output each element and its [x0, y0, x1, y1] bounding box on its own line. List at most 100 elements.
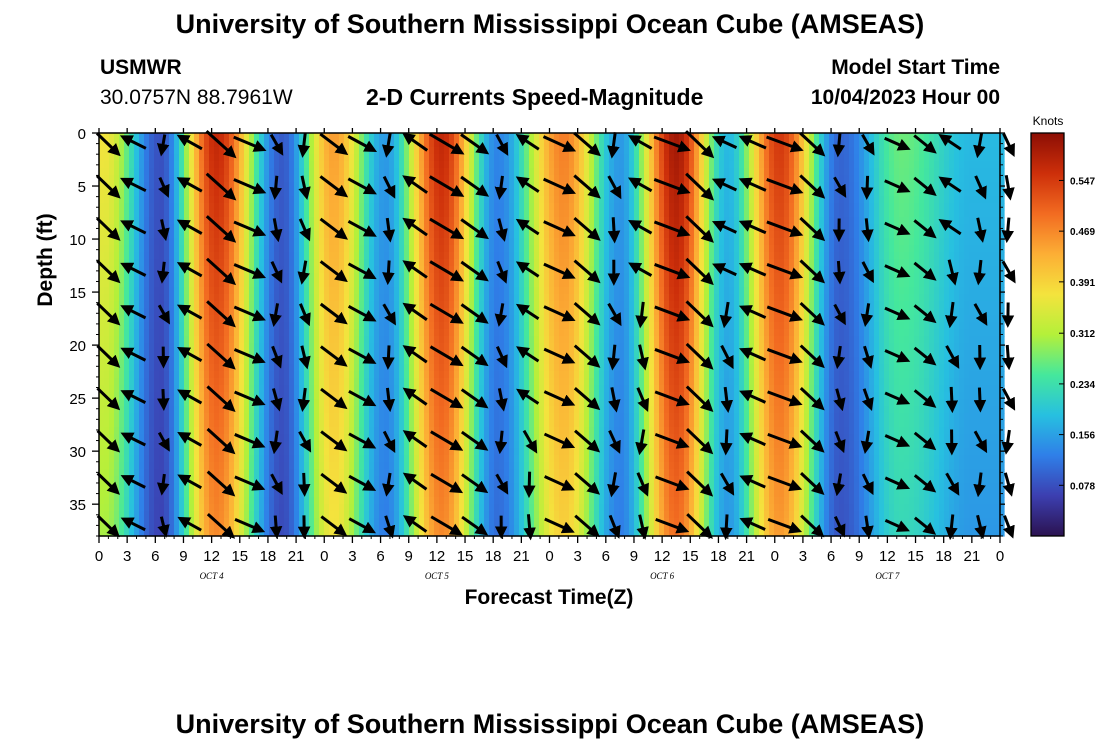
heat-cell: [239, 343, 245, 351]
heat-cell: [469, 504, 475, 512]
heat-cell: [209, 413, 215, 421]
heat-cell: [449, 378, 455, 386]
heat-cell: [429, 140, 435, 148]
heat-cell: [309, 196, 315, 204]
heat-cell: [279, 385, 285, 393]
heat-cell: [279, 259, 285, 267]
heat-cell: [224, 378, 230, 386]
heat-cell: [219, 392, 225, 400]
heat-cell: [459, 476, 465, 484]
heat-cell: [289, 238, 295, 246]
heat-cell: [504, 469, 510, 477]
heat-cell: [469, 343, 475, 351]
heat-cell: [479, 308, 485, 316]
heat-cell: [524, 238, 530, 246]
heat-cell: [164, 378, 170, 386]
heat-cell: [434, 455, 440, 463]
heat-cell: [329, 238, 335, 246]
heat-cell: [149, 224, 155, 232]
heat-cell: [309, 413, 315, 421]
heat-cell: [159, 385, 165, 393]
heat-cell: [244, 133, 250, 141]
heat-cell: [279, 448, 285, 456]
heat-cell: [264, 238, 270, 246]
heat-cell: [494, 245, 500, 253]
heat-cell: [329, 357, 335, 365]
heat-cell: [309, 210, 315, 218]
heat-cell: [474, 161, 480, 169]
heat-cell: [464, 434, 470, 442]
heat-cell: [454, 238, 460, 246]
heat-cell: [224, 476, 230, 484]
heat-cell: [234, 532, 240, 537]
heat-cell: [489, 336, 495, 344]
heat-cell: [394, 511, 400, 519]
heat-cell: [424, 406, 430, 414]
heat-cell: [119, 385, 125, 393]
heat-cell: [174, 532, 180, 537]
heat-cell: [234, 322, 240, 330]
heat-cell: [189, 147, 195, 155]
heat-cell: [139, 238, 145, 246]
heat-cell: [499, 455, 505, 463]
heat-cell: [229, 469, 235, 477]
heat-cell: [304, 413, 310, 421]
heat-cell: [424, 196, 430, 204]
heat-cell: [189, 189, 195, 197]
heat-cell: [139, 147, 145, 155]
heat-cell: [334, 490, 340, 498]
heat-cell: [119, 364, 125, 372]
heat-cell: [174, 182, 180, 190]
heat-cell: [449, 518, 455, 526]
heat-cell: [339, 462, 345, 470]
heat-cell: [99, 378, 105, 386]
heat-cell: [504, 420, 510, 428]
heat-cell: [319, 238, 325, 246]
heat-cell: [289, 448, 295, 456]
heat-cell: [284, 140, 290, 148]
heat-cell: [174, 273, 180, 281]
heat-cell: [474, 336, 480, 344]
heat-cell: [264, 210, 270, 218]
heat-cell: [464, 259, 470, 267]
heat-cell: [334, 210, 340, 218]
heat-cell: [99, 364, 105, 372]
heat-cell: [414, 252, 420, 260]
heat-cell: [509, 434, 515, 442]
heat-cell: [409, 238, 415, 246]
heat-cell: [439, 203, 445, 211]
heat-cell: [494, 231, 500, 239]
heat-cell: [169, 371, 175, 379]
heat-cell: [114, 364, 120, 372]
heat-cell: [334, 476, 340, 484]
heat-cell: [204, 462, 210, 470]
heat-cell: [199, 357, 205, 365]
heat-cell: [164, 301, 170, 309]
heat-cell: [409, 441, 415, 449]
heat-cell: [474, 413, 480, 421]
heat-cell: [139, 294, 145, 302]
heat-cell: [239, 168, 245, 176]
heat-cell: [164, 497, 170, 505]
heat-cell: [319, 532, 325, 537]
heat-cell: [144, 385, 150, 393]
heat-cell: [329, 364, 335, 372]
heat-cell: [239, 280, 245, 288]
heat-cell: [514, 385, 520, 393]
heat-cell: [394, 231, 400, 239]
heat-cell: [214, 210, 220, 218]
heat-cell: [394, 392, 400, 400]
heat-cell: [374, 483, 380, 491]
heat-cell: [289, 280, 295, 288]
heat-cell: [394, 497, 400, 505]
heat-cell: [369, 476, 375, 484]
heat-cell: [439, 469, 445, 477]
heat-cell: [454, 266, 460, 274]
heat-cell: [354, 511, 360, 519]
heat-cell: [449, 294, 455, 302]
heat-cell: [469, 273, 475, 281]
heat-cell: [334, 217, 340, 225]
heat-cell: [259, 224, 265, 232]
heat-cell: [334, 322, 340, 330]
heat-cell: [124, 525, 130, 533]
